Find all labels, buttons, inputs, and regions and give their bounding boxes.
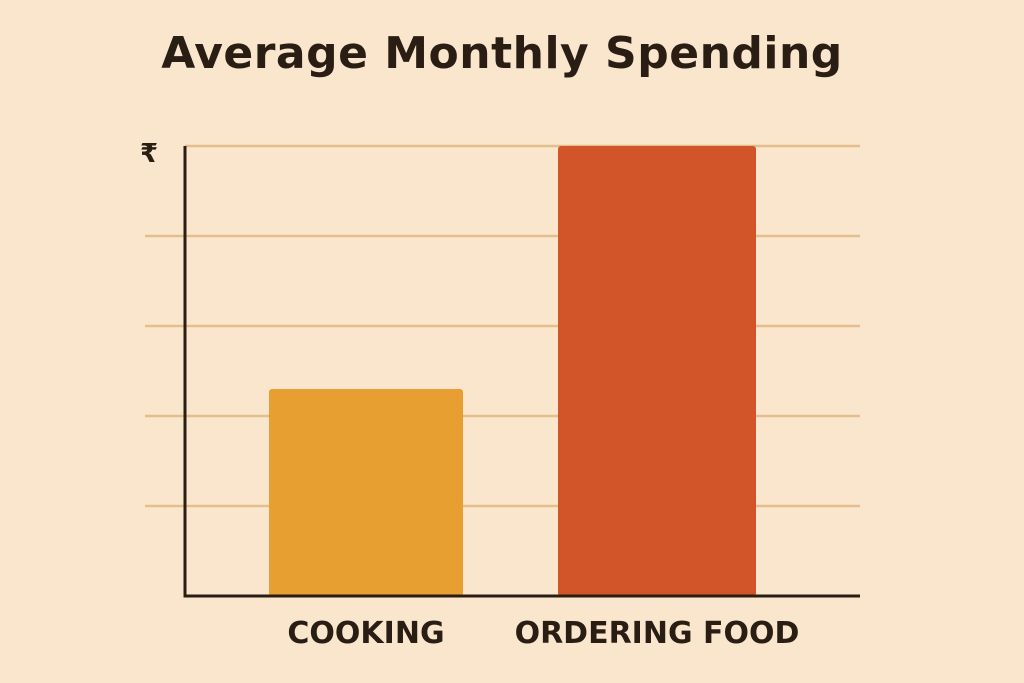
y-axis-unit-label: ₹	[140, 139, 158, 169]
bar-ordering-food	[558, 146, 756, 596]
category-labels: COOKING ORDERING FOOD	[287, 616, 799, 651]
chart-title: Average Monthly Spending	[161, 28, 843, 79]
axes	[183, 146, 860, 598]
category-label-cooking: COOKING	[287, 616, 444, 651]
bars	[269, 146, 756, 596]
bar-cooking	[269, 389, 463, 596]
category-label-ordering-food: ORDERING FOOD	[515, 616, 800, 651]
